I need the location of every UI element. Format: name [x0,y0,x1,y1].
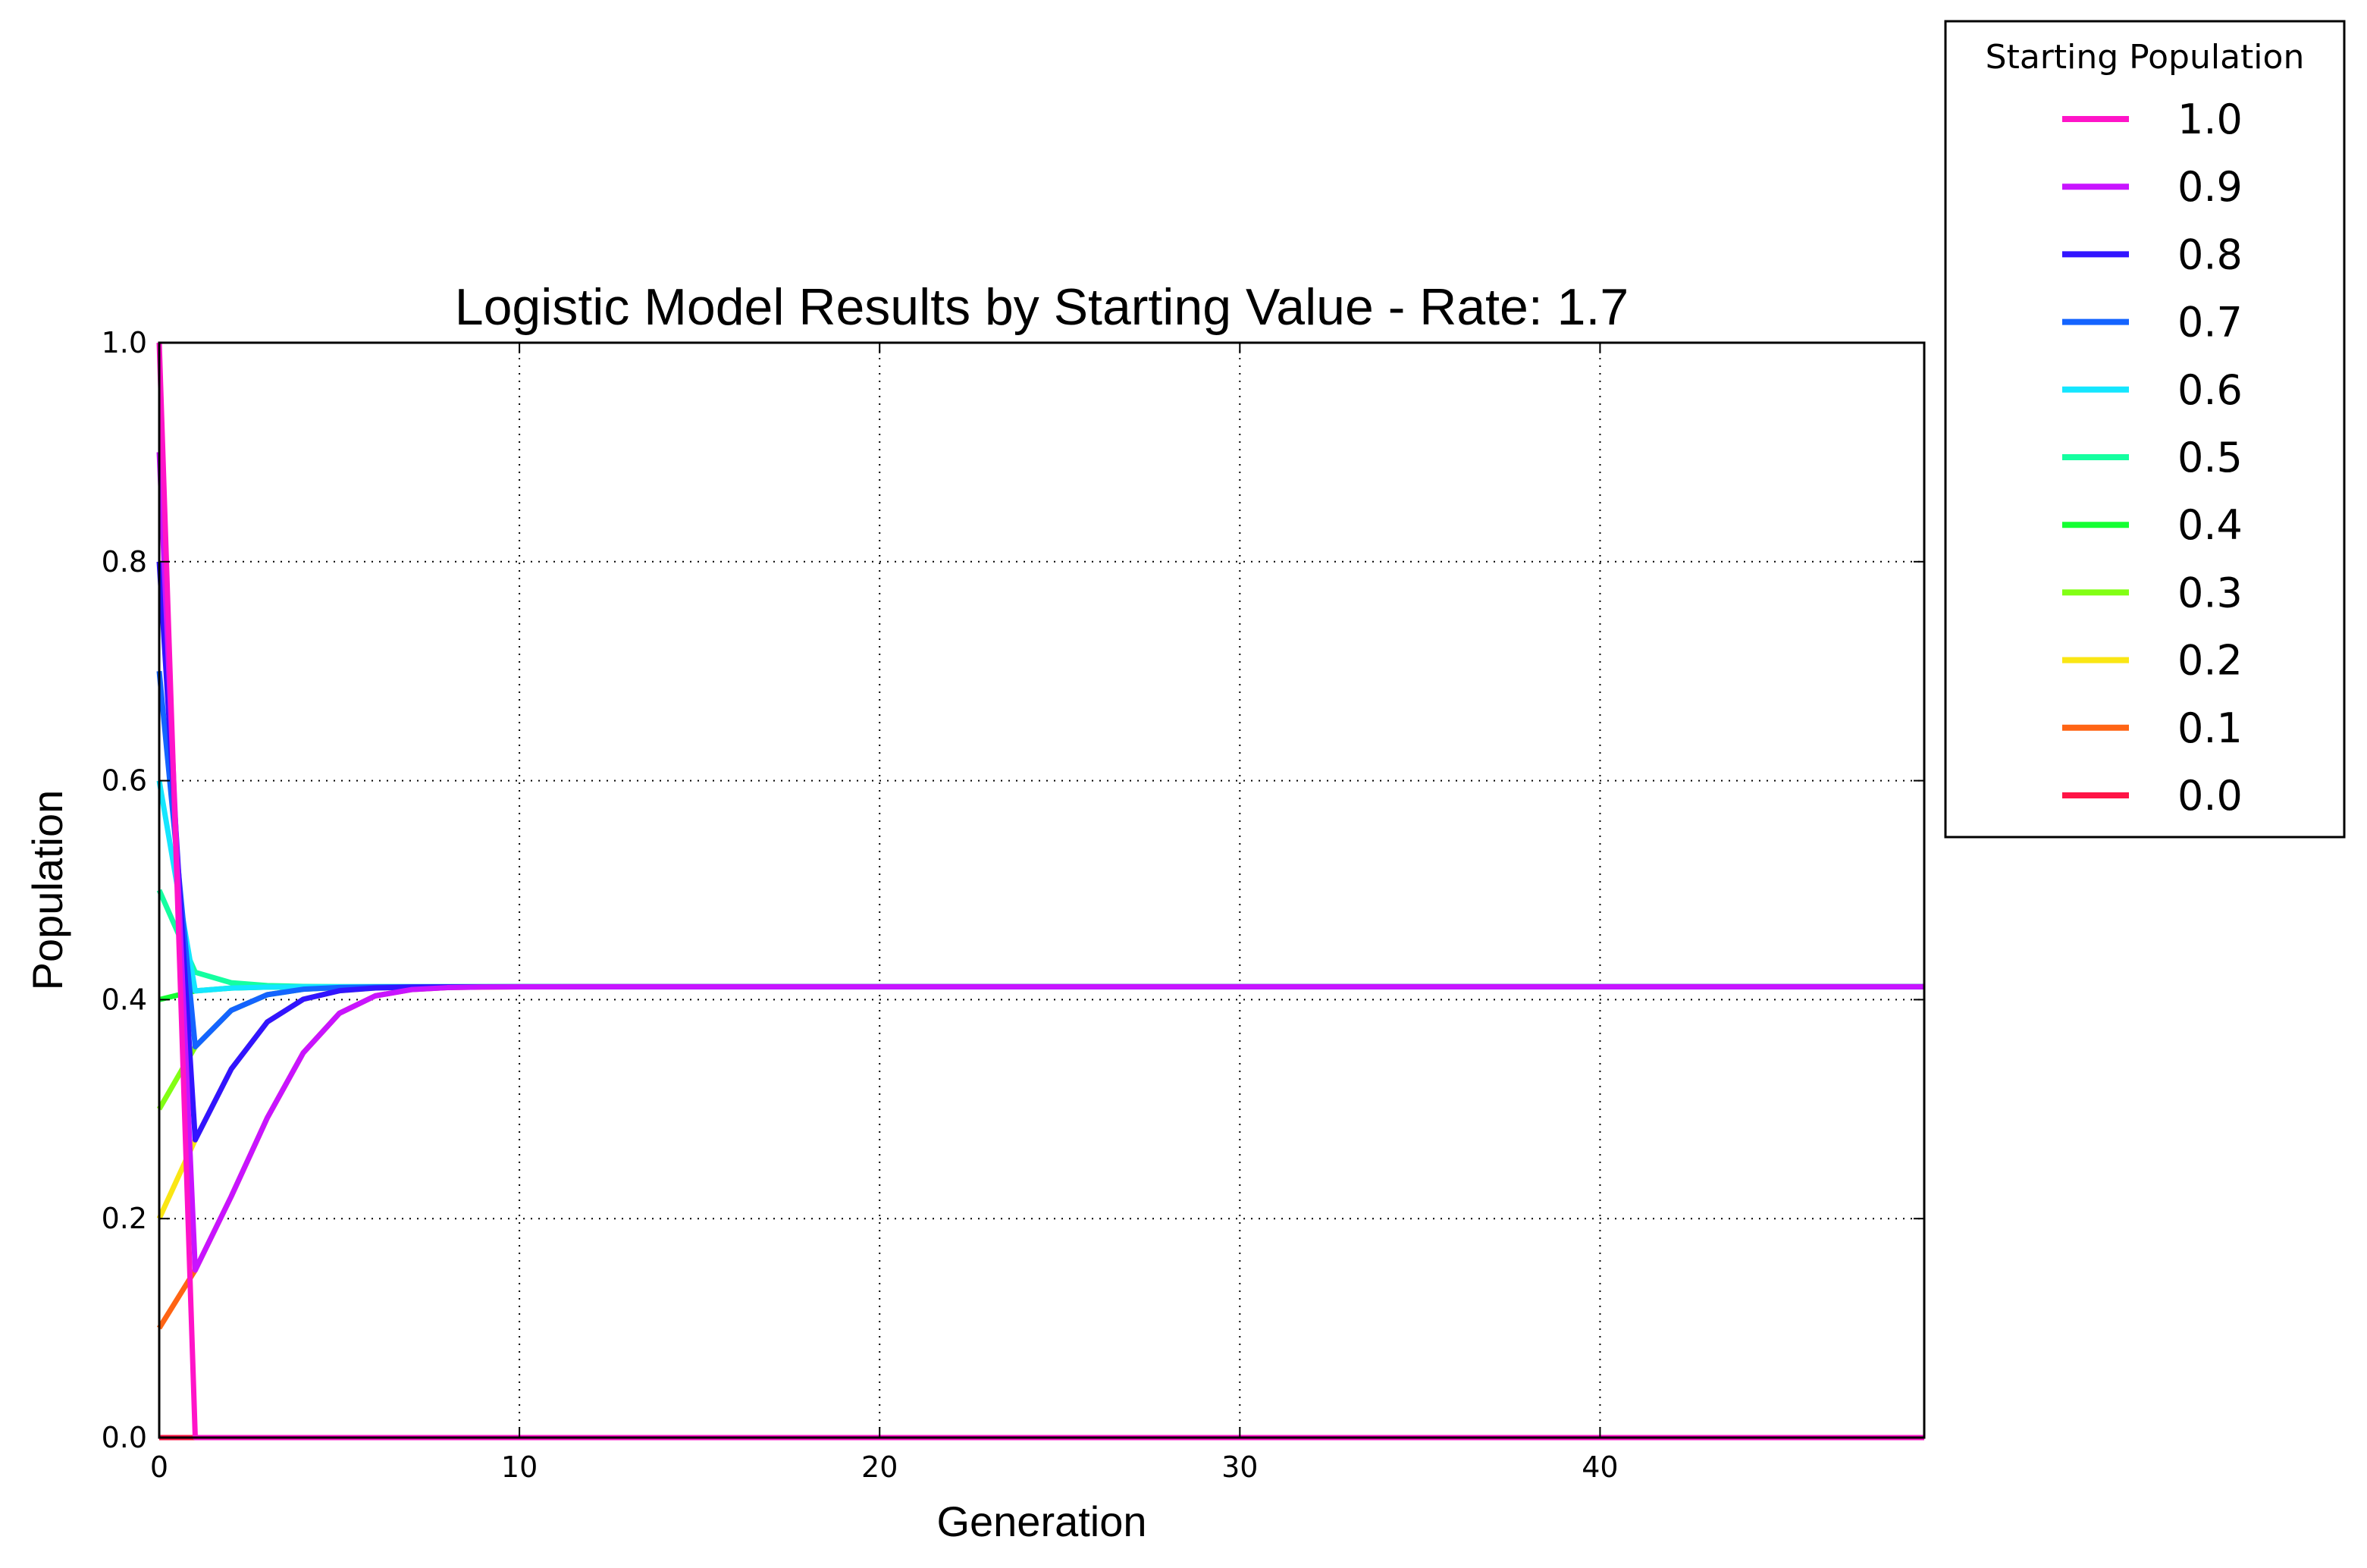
legend-label-0.3: 0.3 [2177,569,2243,616]
legend-label-0.7: 0.7 [2177,299,2243,347]
series-line-0.5 [156,889,1924,989]
x-tick-label: 10 [501,1450,538,1484]
x-tick-label: 20 [861,1450,898,1484]
legend-items: 1.0 0.9 0.8 0.7 0.6 0.5 0.4 0.3 0.2 0.1 0.0 [2062,96,2243,820]
y-tick-label: 0.4 [102,983,147,1016]
plot-frame [158,341,1926,1439]
y-axis-label: Population [24,790,71,991]
x-tick-label: 0 [150,1450,168,1484]
legend-label-0.5: 0.5 [2177,434,2243,481]
legend-title: Starting Population [1986,38,2305,77]
x-axis-label: Generation [936,1497,1146,1545]
series-line-0.6 [156,780,1924,994]
series-line-0.2 [156,983,1924,1220]
y-tick-label: 0.0 [102,1421,147,1454]
y-tick-label: 0.8 [102,545,147,579]
series-line-0.8 [156,561,1924,1143]
chart-title: Logistic Model Results by Starting Value… [455,278,1629,336]
legend-label-0.8: 0.8 [2177,230,2243,278]
series-line-1.0 [156,342,1924,1441]
y-tick-label: 0.2 [102,1202,147,1235]
series-lines [156,342,1924,1441]
series-line-0.3 [156,983,1924,1111]
y-tick-label: 1.0 [102,326,147,359]
legend-label-1.0: 1.0 [2177,96,2243,143]
series-line-0.1 [157,983,1924,1330]
axis-ticks: 0 10 20 30 40 0.0 0.2 0.4 0.6 0.8 1.0 [102,326,1924,1484]
legend: Starting Population 1.0 0.9 0.8 0.7 0.6 0.5 0.… [1944,20,2346,839]
legend-label-0.2: 0.2 [2177,637,2243,685]
legend-label-0.1: 0.1 [2177,704,2243,752]
x-tick-label: 40 [1582,1450,1618,1484]
legend-label-0.4: 0.4 [2177,501,2243,549]
legend-label-0.6: 0.6 [2177,366,2243,414]
legend-label-0.0: 0.0 [2177,772,2243,820]
grid [159,343,1924,1438]
x-tick-label: 30 [1221,1450,1258,1484]
series-line-0.9 [156,452,1924,1273]
y-tick-label: 0.6 [102,764,147,798]
legend-box [1944,20,2346,839]
legend-label-0.9: 0.9 [2177,163,2243,211]
